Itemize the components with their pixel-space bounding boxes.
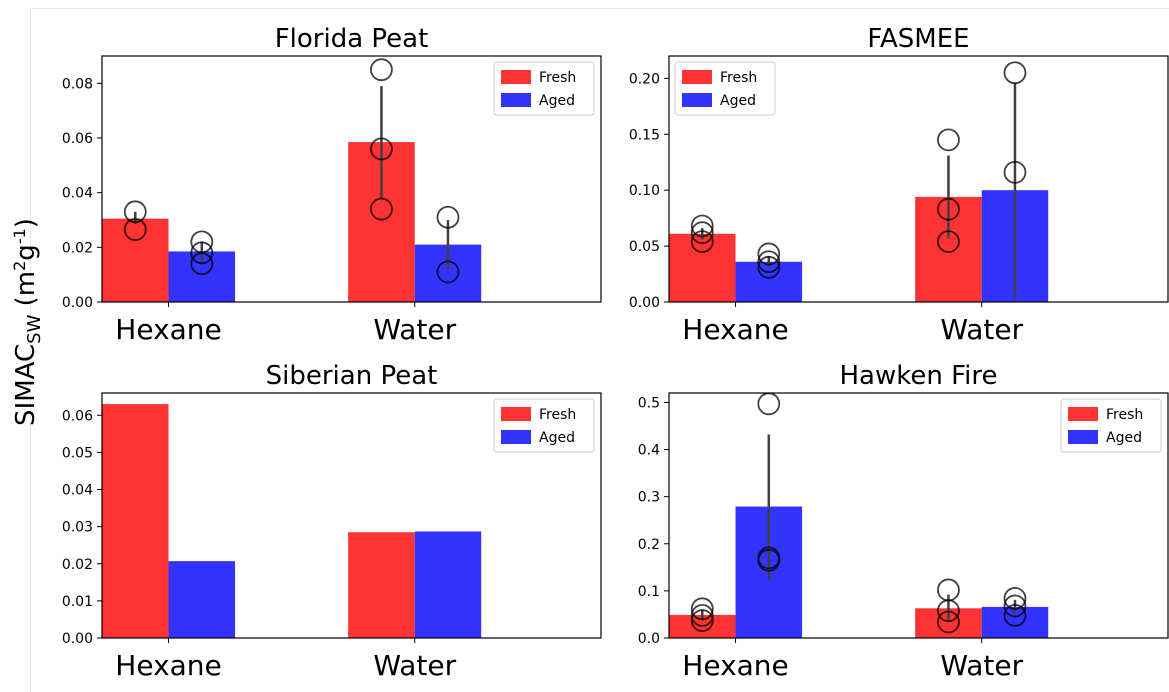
- siberian-peat-legend-swatch-fresh: [501, 407, 531, 421]
- hawken-fire-y-tick-label: 0.3: [638, 490, 660, 506]
- siberian-peat-y-tick-label: 0.06: [62, 408, 93, 424]
- florida-peat-x-tick-label-water: Water: [373, 313, 456, 346]
- fasmee-legend-swatch-fresh: [682, 70, 712, 84]
- hawken-fire-y-tick-label: 0.1: [638, 584, 660, 600]
- siberian-peat-y-tick-label: 0.05: [62, 445, 93, 461]
- fasmee-sample-point: [1003, 61, 1027, 85]
- siberian-peat-bar-aged-water: [414, 531, 482, 638]
- hawken-fire-legend-swatch-aged: [1068, 430, 1098, 444]
- florida-peat-sample-point: [123, 200, 147, 224]
- florida-peat-y-tick-label: 0.02: [62, 240, 93, 256]
- hawken-fire-x-tick-label-hexane: Hexane: [682, 649, 789, 682]
- fasmee-y-tick-label: 0.05: [629, 239, 660, 255]
- fasmee-legend-label-aged: Aged: [720, 93, 756, 109]
- siberian-peat-x-tick-label-water: Water: [373, 649, 456, 682]
- hawken-fire-legend-label-fresh: Fresh: [1106, 407, 1143, 423]
- fasmee-sample-point: [757, 255, 781, 279]
- florida-peat-x-tick-label-hexane: Hexane: [115, 313, 222, 346]
- hawken-fire-legend-swatch-fresh: [1068, 407, 1098, 421]
- hawken-fire-sample-point: [757, 546, 781, 570]
- hawken-fire-y-tick-label: 0.5: [638, 395, 660, 411]
- florida-peat-sample-point: [123, 218, 147, 241]
- siberian-peat-legend-swatch-aged: [501, 430, 531, 444]
- florida-peat-y-tick-label: 0.08: [62, 76, 93, 92]
- florida-peat-bar-fresh-hexane: [102, 218, 169, 302]
- figure-left-border: [30, 8, 31, 692]
- fasmee-sample-point: [757, 250, 781, 274]
- hawken-fire-legend-label-aged: Aged: [1106, 430, 1142, 446]
- fasmee-sample-point: [690, 230, 714, 254]
- siberian-peat-y-tick-label: 0.00: [62, 631, 93, 647]
- fasmee-sample-point: [690, 214, 714, 238]
- fasmee-y-tick-label: 0.15: [629, 127, 660, 143]
- florida-peat-legend-label-aged: Aged: [539, 93, 575, 109]
- florida-peat-legend-swatch-fresh: [501, 70, 531, 84]
- hawken-fire-sample-point: [690, 597, 714, 621]
- florida-peat-sample-point: [436, 205, 460, 229]
- fasmee-chart-title: FASMEE: [867, 24, 969, 54]
- hawken-fire-sample-point: [1003, 603, 1027, 627]
- y-axis-label: SIMACSW (m2g-1): [10, 218, 45, 426]
- hawken-fire-axes-frame: [668, 392, 1169, 639]
- hawken-fire-x-tick-label-water: Water: [940, 649, 1023, 682]
- siberian-peat-legend-label-fresh: Fresh: [539, 407, 576, 423]
- fasmee-x-tick-label-water: Water: [940, 313, 1023, 346]
- hawken-fire-chart-title: Hawken Fire: [839, 361, 997, 391]
- florida-peat-y-tick-label: 0.04: [62, 186, 93, 202]
- siberian-peat-y-tick-label: 0.03: [62, 520, 93, 536]
- siberian-peat-y-tick-label: 0.02: [62, 557, 93, 573]
- siberian-peat-bar-fresh-hexane: [102, 404, 169, 638]
- hawken-fire-sample-point: [690, 603, 714, 627]
- florida-peat-axes-frame: [101, 55, 602, 303]
- siberian-peat-bar-fresh-water: [348, 532, 415, 638]
- florida-peat-sample-point: [370, 197, 393, 221]
- fasmee-y-tick-label: 0.10: [629, 183, 660, 199]
- florida-peat-sample-point: [436, 260, 460, 284]
- figure-top-border: [30, 8, 1169, 9]
- hawken-fire-sample-point: [1003, 594, 1027, 618]
- fasmee-sample-point: [937, 197, 960, 221]
- florida-peat-legend-label-fresh: Fresh: [539, 70, 576, 86]
- florida-peat-chart-title: Florida Peat: [275, 24, 429, 54]
- hawken-fire-y-tick-label: 0.2: [638, 537, 660, 553]
- florida-peat-sample-point: [370, 58, 393, 82]
- siberian-peat-legend-label-aged: Aged: [539, 430, 575, 446]
- hawken-fire-sample-point: [757, 392, 781, 416]
- fasmee-sample-point: [757, 242, 781, 266]
- hawken-fire-sample-point: [1003, 587, 1027, 610]
- siberian-peat-chart-title: Siberian Peat: [266, 361, 438, 391]
- siberian-peat-x-tick-label-hexane: Hexane: [115, 649, 222, 682]
- siberian-peat-y-tick-label: 0.01: [62, 594, 93, 610]
- fasmee-sample-point: [690, 221, 714, 245]
- florida-peat-sample-point: [190, 241, 214, 265]
- fasmee-bar-fresh-hexane: [669, 233, 736, 302]
- florida-peat-y-tick-label: 0.00: [62, 295, 93, 311]
- fasmee-legend-swatch-aged: [682, 93, 712, 107]
- hawken-fire-y-tick-label: 0.0: [638, 631, 660, 647]
- fasmee-x-tick-label-hexane: Hexane: [682, 313, 789, 346]
- hawken-fire-y-tick-label: 0.4: [638, 443, 660, 459]
- hawken-fire-sample-point: [937, 610, 960, 634]
- florida-peat-sample-point: [190, 230, 214, 254]
- fasmee-sample-point: [1003, 160, 1027, 184]
- siberian-peat-bar-aged-hexane: [168, 561, 236, 638]
- hawken-fire-sample-point: [937, 578, 960, 602]
- fasmee-legend-label-fresh: Fresh: [720, 70, 757, 86]
- florida-peat-y-tick-label: 0.06: [62, 131, 93, 147]
- fasmee-bar-aged-hexane: [735, 261, 803, 302]
- fasmee-y-tick-label: 0.20: [629, 71, 660, 87]
- florida-peat-legend-swatch-aged: [501, 93, 531, 107]
- siberian-peat-y-tick-label: 0.04: [62, 483, 93, 499]
- hawken-fire-sample-point: [690, 609, 714, 632]
- fasmee-y-tick-label: 0.00: [629, 295, 660, 311]
- siberian-peat-axes-frame: [101, 392, 602, 639]
- fasmee-axes-frame: [668, 55, 1169, 303]
- fasmee-sample-point: [937, 230, 960, 254]
- fasmee-sample-point: [937, 128, 960, 152]
- florida-peat-sample-point: [370, 137, 393, 161]
